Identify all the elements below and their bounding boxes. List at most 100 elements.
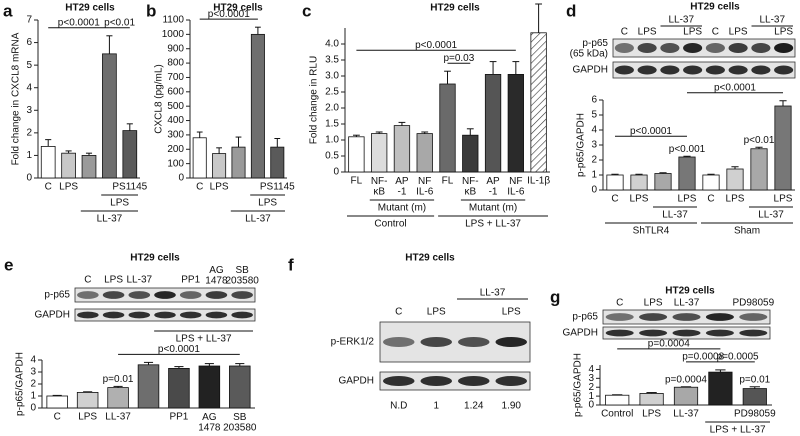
lane-label: LPS	[774, 27, 793, 38]
blot-band	[774, 65, 794, 75]
blot-band	[179, 291, 202, 299]
blot-band	[683, 65, 703, 75]
group-label: LPS + LL-37	[465, 219, 521, 230]
y-tick-label: 4	[588, 364, 594, 375]
blot-band	[639, 329, 668, 337]
x-tick-label: PD98059	[734, 409, 776, 420]
x-tick-label: LPS	[59, 182, 78, 193]
lane-label: LPS	[729, 27, 748, 38]
group-label: LPS	[110, 198, 129, 209]
x-tick-label: C	[707, 194, 714, 205]
y-tick-label: 800	[167, 58, 184, 69]
y-tick-label: 300	[167, 130, 184, 141]
y-tick-label: 100	[167, 158, 184, 169]
lane-label: LPS	[104, 275, 123, 286]
blot-band	[605, 329, 634, 337]
x-tick-label: LL-37	[673, 409, 699, 420]
blot-strip	[612, 38, 796, 58]
y-tick-label: 1	[26, 150, 32, 161]
bar	[726, 168, 744, 191]
bar	[630, 174, 648, 191]
y-tick-label: 2	[588, 382, 594, 393]
lane-label: LPS	[683, 27, 702, 38]
y-tick-label: 500	[167, 101, 184, 112]
blot-band	[383, 337, 415, 347]
x-tick-label: PP1	[169, 412, 188, 423]
x-tick-label: C	[45, 182, 52, 193]
x-tick-label: C	[196, 182, 203, 193]
bar	[639, 393, 664, 406]
blot-band	[705, 313, 734, 321]
lane-label: LL-37	[126, 275, 152, 286]
bar	[750, 148, 768, 191]
bar	[198, 365, 221, 409]
y-axis-label: p-p65/GAPDH	[573, 353, 584, 417]
lane-label: LL-37	[674, 298, 700, 309]
x-tick-label: Control	[601, 409, 633, 420]
y-tick-label: 0	[178, 173, 184, 184]
y-tick-label: 5	[591, 110, 597, 121]
y-tick-label: 1000	[162, 29, 185, 40]
bar	[212, 153, 227, 179]
y-tick-label: 3	[591, 140, 597, 151]
y-tick-label: 4	[30, 355, 36, 366]
significance-label: p=0.0008	[682, 352, 724, 363]
blot-band	[728, 65, 748, 75]
bar	[76, 391, 99, 409]
significance-label: p=0.01	[739, 374, 770, 385]
lane-label: C	[621, 27, 628, 38]
bar	[229, 365, 251, 409]
chart-title: HT29 cells	[130, 253, 180, 264]
significance-label: p<0.0001	[58, 17, 100, 28]
x-tick-label: LPS	[774, 194, 793, 205]
blot-row-label: p-p65	[44, 290, 70, 301]
blot-band	[672, 313, 701, 321]
y-tick-label: 2	[26, 127, 32, 138]
significance-label: p=0.0005	[717, 352, 759, 363]
bar	[416, 133, 433, 173]
blot-band	[614, 65, 634, 75]
significance-label: p<0.0001	[630, 126, 672, 137]
x-tick-label: LPS	[726, 194, 745, 205]
blot-row-label: p-p65 (65 kDa)	[570, 38, 609, 60]
blot-band	[660, 65, 680, 75]
bar	[484, 74, 502, 173]
lane-group-label: LL-37	[480, 288, 506, 299]
x-tick-label: C	[54, 412, 61, 423]
panel-letter: e	[4, 255, 13, 274]
quantification-label: 1	[433, 401, 439, 412]
blot-band	[660, 43, 680, 53]
bar	[270, 146, 285, 179]
y-tick-label: 2.5	[325, 87, 339, 98]
panel-letter: a	[3, 1, 13, 20]
significance-label: p=0.03	[443, 53, 474, 64]
blot-band	[205, 311, 228, 319]
lane-label: C	[395, 307, 402, 318]
blot-band	[605, 313, 634, 321]
x-tick-label: LPS	[642, 409, 661, 420]
blot-row-label: GAPDH	[572, 65, 608, 76]
blot-band	[154, 311, 176, 319]
blot-band	[231, 311, 253, 319]
y-tick-label: 3	[588, 373, 594, 384]
bar	[122, 130, 138, 179]
quantification-label: N.D	[390, 401, 407, 412]
y-tick-label: 0	[591, 185, 597, 196]
bar	[530, 32, 547, 173]
bar	[81, 155, 97, 179]
y-tick-label: 1	[591, 170, 597, 181]
x-tick-label: LPS	[78, 412, 97, 423]
bar	[439, 83, 456, 173]
lane-label: SB 203580	[225, 265, 259, 287]
significance-label: p=0.0004	[665, 374, 707, 385]
bar	[168, 367, 190, 409]
blot-band	[383, 376, 415, 386]
x-tick-label: LPS	[630, 194, 649, 205]
bar	[462, 134, 479, 173]
blot-band	[420, 337, 452, 347]
blot-band	[705, 43, 725, 53]
y-tick-label: 3.0	[325, 71, 339, 82]
y-tick-label: 200	[167, 144, 184, 155]
blot-row-label: GAPDH	[562, 328, 598, 339]
